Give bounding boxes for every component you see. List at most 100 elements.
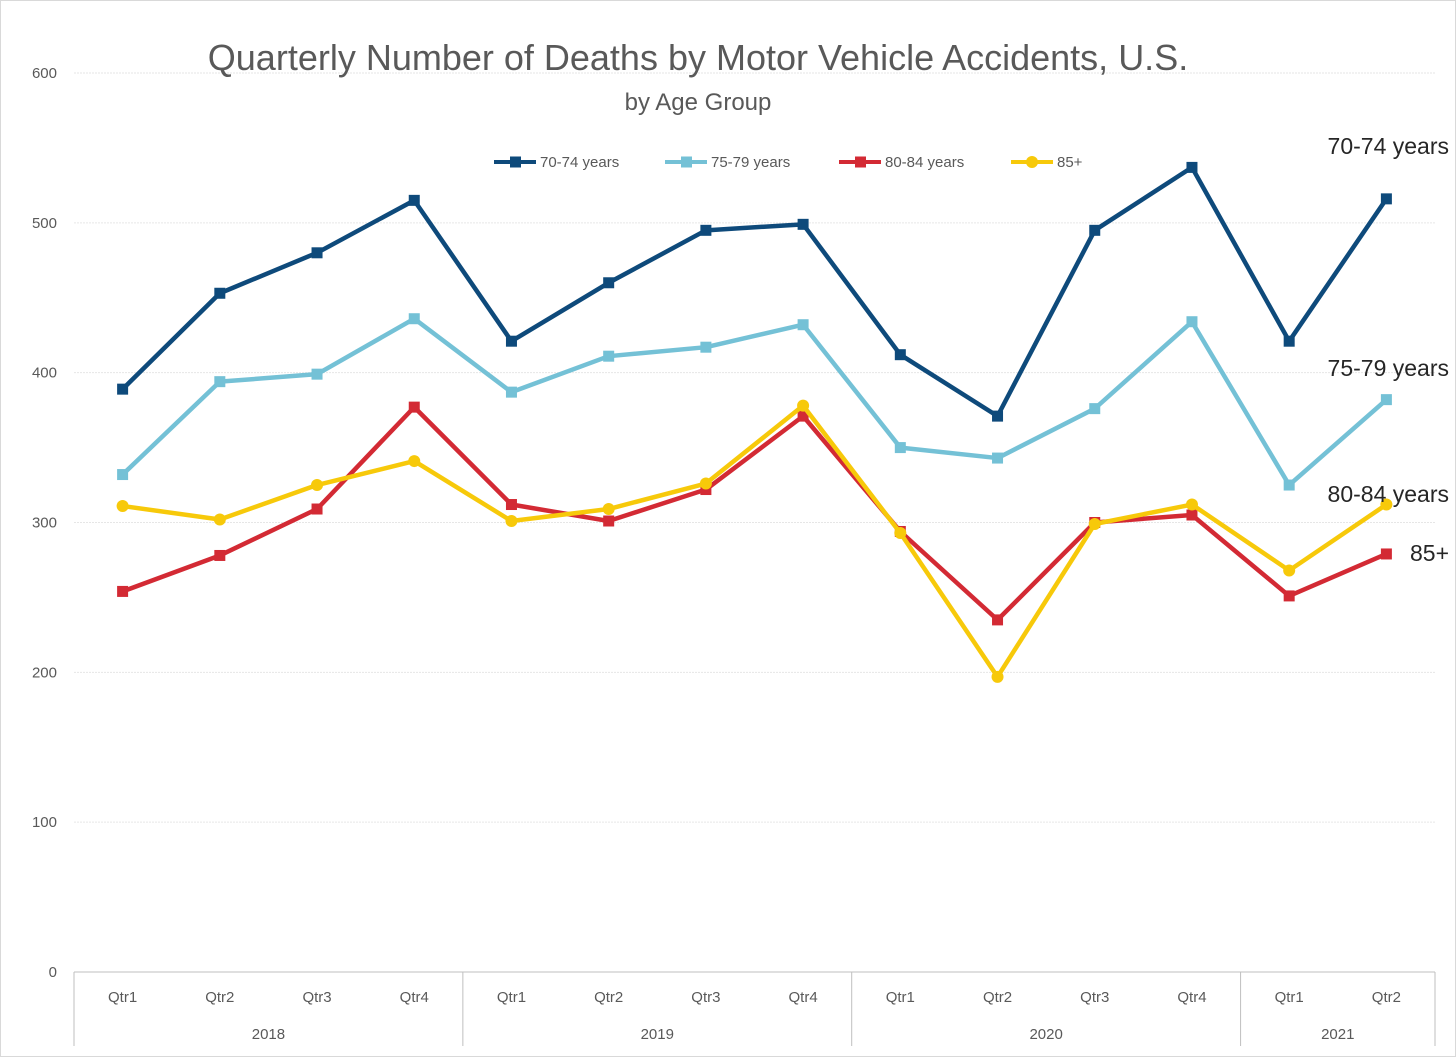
legend-marker: [855, 156, 866, 168]
data-point: [797, 410, 809, 422]
y-tick-label: 0: [49, 964, 57, 981]
legend-marker: [1026, 156, 1038, 168]
data-point: [1380, 193, 1392, 205]
data-point: [1283, 479, 1295, 491]
data-point: [797, 399, 810, 412]
x-tick-label: Qtr2: [983, 989, 1012, 1006]
x-tick-label: Qtr2: [1372, 989, 1401, 1006]
y-tick-label: 400: [32, 365, 57, 382]
legend-marker: [510, 156, 521, 168]
data-point: [603, 350, 615, 362]
series-line: [120, 316, 1389, 488]
data-point: [1283, 590, 1295, 602]
y-axis: 0 100 200 300 400 500 600: [32, 65, 57, 981]
data-point: [505, 515, 518, 528]
series-group: [116, 161, 1393, 683]
data-point: [117, 585, 129, 597]
legend: 70-74 years 75-79 years 80-84 years 85+: [494, 154, 1083, 171]
data-point: [894, 442, 906, 454]
data-point: [894, 349, 906, 361]
data-point: [408, 455, 421, 468]
data-point: [505, 386, 517, 398]
y-tick-label: 200: [32, 664, 57, 681]
series-end-label: 70-74 years: [1328, 133, 1449, 159]
data-point: [1089, 224, 1101, 236]
data-point: [992, 614, 1004, 626]
data-point: [1186, 509, 1198, 521]
data-point: [1185, 498, 1198, 511]
data-point: [117, 469, 129, 481]
data-point: [894, 526, 907, 539]
data-point: [602, 503, 615, 516]
data-point: [311, 368, 323, 380]
x-tick-label: Qtr1: [497, 989, 526, 1006]
data-point: [214, 287, 226, 299]
y-tick-label: 100: [32, 814, 57, 831]
series-80-84-years: [117, 401, 1392, 626]
data-point: [991, 670, 1004, 683]
x-tick-label: Qtr3: [1080, 989, 1109, 1006]
x-tick-label: Qtr4: [1177, 989, 1206, 1006]
series-line: [120, 403, 1389, 680]
series-75-79-years: [117, 313, 1392, 491]
x-year-label: 2021: [1321, 1026, 1354, 1043]
gridlines: [74, 72, 1435, 823]
y-tick-label: 300: [32, 515, 57, 532]
data-point: [1380, 548, 1392, 560]
data-point: [1380, 498, 1393, 511]
chart-title: Quarterly Number of Deaths by Motor Vehi…: [208, 37, 1188, 78]
y-tick-label: 500: [32, 215, 57, 232]
data-point: [992, 410, 1004, 422]
data-point: [1186, 316, 1198, 328]
legend-label: 85+: [1057, 154, 1083, 171]
series-end-label: 85+: [1410, 540, 1449, 566]
data-point: [311, 479, 324, 492]
x-axis: 2018 2019 2020 2021 Qtr1 Qtr2 Qtr3 Qtr4 Qtr1 Qtr2…: [73, 971, 1436, 1046]
data-point: [505, 335, 517, 347]
y-tick-label: 600: [32, 65, 57, 82]
x-year-label: 2020: [1029, 1026, 1062, 1043]
series-end-label: 80-84 years: [1328, 481, 1449, 507]
data-point: [116, 500, 129, 513]
legend-label: 70-74 years: [540, 154, 619, 171]
series-85-: [116, 399, 1393, 683]
data-point: [1088, 517, 1101, 530]
data-point: [1283, 564, 1296, 577]
x-tick-label: Qtr4: [400, 989, 429, 1006]
legend-marker: [681, 156, 692, 168]
legend-label: 80-84 years: [885, 154, 964, 171]
end-labels: 70-74 years 75-79 years 80-84 years 85+: [1328, 133, 1449, 566]
chart-subtitle: by Age Group: [625, 89, 772, 116]
x-tick-label: Qtr1: [1275, 989, 1304, 1006]
data-point: [311, 247, 323, 259]
series-line: [120, 404, 1389, 623]
data-point: [1186, 161, 1198, 173]
data-point: [1089, 403, 1101, 415]
legend-label: 75-79 years: [711, 154, 790, 171]
data-point: [603, 277, 615, 289]
series-end-label: 75-79 years: [1328, 355, 1449, 381]
data-point: [700, 224, 712, 236]
data-point: [1283, 335, 1295, 347]
series-70-74-years: [117, 161, 1392, 422]
x-tick-label: Qtr1: [108, 989, 137, 1006]
data-point: [213, 513, 226, 526]
x-tick-label: Qtr3: [302, 989, 331, 1006]
data-point: [797, 319, 809, 331]
x-tick-label: Qtr2: [594, 989, 623, 1006]
x-tick-label: Qtr2: [205, 989, 234, 1006]
data-point: [505, 499, 517, 511]
x-tick-label: Qtr3: [691, 989, 720, 1006]
data-point: [117, 383, 129, 395]
data-point: [214, 549, 226, 561]
data-point: [992, 452, 1004, 464]
series-line: [120, 165, 1389, 419]
data-point: [1380, 394, 1392, 406]
data-point: [311, 503, 323, 515]
x-tick-label: Qtr1: [886, 989, 915, 1006]
data-point: [408, 194, 420, 206]
data-point: [700, 341, 712, 353]
x-tick-label: Qtr4: [789, 989, 818, 1006]
